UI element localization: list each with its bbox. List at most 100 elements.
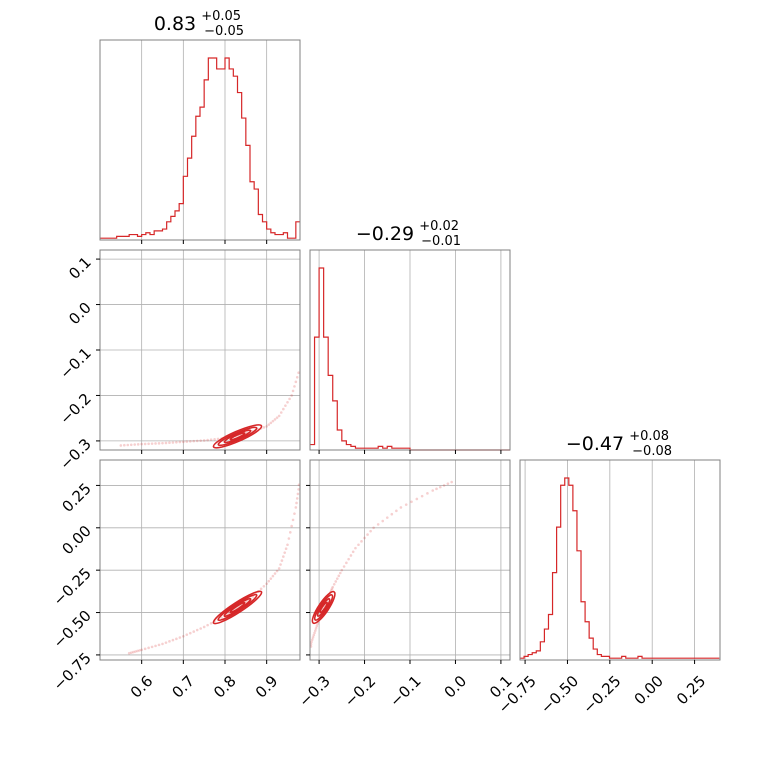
pair-2-1-sample-point xyxy=(395,509,398,513)
pair-2-1-sample-point xyxy=(420,494,424,498)
pair-2-0-sample-point xyxy=(143,647,147,651)
pair-1-0-sample-point xyxy=(279,411,283,414)
pair-2-1-sample-point xyxy=(390,512,394,516)
pair-1-0-sample-point xyxy=(265,425,268,428)
pair-2-1-sample-point xyxy=(315,624,319,628)
pair-2-1-sample-point xyxy=(335,577,339,580)
pair-1-0-sample-point xyxy=(188,440,192,443)
pair-1-0-sample-point xyxy=(267,423,271,426)
pair-2-0-sample-point xyxy=(175,637,178,641)
pair-2-1-sample-point xyxy=(332,582,336,586)
pair-2-0-sample-point xyxy=(290,524,293,528)
pair-2-0-grid xyxy=(100,460,300,660)
pair-2-0-sample-point xyxy=(280,559,284,562)
pair-1-0-sample-point xyxy=(269,421,273,425)
pair-2-0-sample-point xyxy=(161,642,164,646)
pair-panel-2-1: −0.3 −0.2 −0.1 0.0 0.1 xyxy=(295,459,516,711)
diag-0-title-value: 0.83 xyxy=(154,13,196,35)
pair-2-1-xtick-label: −0.2 xyxy=(341,672,379,710)
pair-2-0-sample-point xyxy=(168,640,171,643)
pair-2-0-contour-1 xyxy=(217,593,258,622)
pair-1-0-sample-point xyxy=(271,419,275,423)
pair-1-0-sample-point xyxy=(147,442,150,446)
pair-2-1-contour-1 xyxy=(313,594,334,621)
pair-1-0-sample-point xyxy=(275,416,279,419)
pair-1-0-sample-point xyxy=(192,439,196,443)
pair-2-1-sample-point xyxy=(446,482,450,486)
pair-2-0-sample-point xyxy=(134,650,137,653)
pair-2-1-sample-point xyxy=(347,557,350,561)
pair-1-0-sample-point xyxy=(136,443,140,446)
pair-1-0-sample-point xyxy=(129,443,133,447)
diag-1-title-plus: +0.02 xyxy=(419,219,459,234)
pair-2-0-sample-point xyxy=(275,569,279,573)
pair-2-0-sample-point xyxy=(206,623,209,627)
pair-2-0-sample-point xyxy=(282,555,285,558)
pair-1-0-samples xyxy=(119,371,300,449)
pair-2-0-sample-point xyxy=(220,616,223,620)
pair-1-0-sample-point xyxy=(284,404,287,407)
pair-2-0-sample-point xyxy=(127,651,131,655)
pair-2-1-sample-point xyxy=(399,506,403,509)
pair-2-1-sample-point xyxy=(385,516,389,519)
pair-1-0-ytick-label: 0.1 xyxy=(65,253,95,283)
diag-1-ticks xyxy=(318,450,502,454)
diag-2-xtick-label: 0.00 xyxy=(631,672,667,708)
pair-2-1-sample-point xyxy=(369,529,372,533)
diag-0-frame xyxy=(99,39,301,241)
pair-1-0-sample-point xyxy=(277,414,281,418)
pair-2-1-sample-point xyxy=(351,550,355,554)
diag-2-grid xyxy=(524,460,695,660)
pair-2-1-sample-point xyxy=(310,638,314,641)
pair-2-0-xtick-label: 0.7 xyxy=(168,672,198,702)
pair-2-0-contour-0 xyxy=(212,590,263,625)
diag-2-xtick-label: −0.50 xyxy=(537,672,582,717)
pair-1-0-contour-1 xyxy=(217,426,258,447)
pair-2-0-sample-point xyxy=(195,628,199,632)
pair-2-0-sample-point xyxy=(209,621,213,625)
pair-2-1-sample-point xyxy=(345,561,348,565)
diag-2-title-value: −0.47 xyxy=(566,433,624,455)
pair-2-0-sample-point xyxy=(147,646,150,650)
pair-2-1-sample-point xyxy=(435,487,438,491)
pair-2-0-sample-point xyxy=(171,638,175,642)
pair-2-0-xtick-label: 0.8 xyxy=(210,672,240,702)
pair-1-0-contour-3 xyxy=(229,432,246,441)
pair-2-0-sample-point xyxy=(284,547,288,551)
pair-1-0-sample-point xyxy=(282,407,285,411)
pair-2-1-sample-point xyxy=(357,543,360,547)
pair-2-1-sample-point xyxy=(415,497,419,501)
pair-2-0-sample-point xyxy=(199,627,202,630)
diag-2-xtick-label: 0.25 xyxy=(673,672,709,708)
pair-1-0-sample-point xyxy=(202,439,206,442)
pair-2-1-sample-point xyxy=(334,580,338,583)
pair-2-0-sample-point xyxy=(136,649,139,653)
pair-2-1-sample-point xyxy=(381,519,385,523)
pair-2-0-sample-point xyxy=(164,641,168,644)
diag-1-title: −0.29 +0.02 −0.01 xyxy=(356,215,464,249)
pair-2-1-samples xyxy=(309,480,453,648)
pair-2-0-sample-point xyxy=(277,567,281,570)
pair-1-0-sample-point xyxy=(175,440,178,444)
pair-2-0-sample-point xyxy=(132,650,135,654)
pair-1-0-contour-0 xyxy=(212,424,263,449)
pair-2-0-sample-point xyxy=(265,582,268,586)
pair-1-0-sample-point xyxy=(213,438,216,441)
pair-2-1-xtick-label: −0.3 xyxy=(295,672,333,710)
diag-1-title-value: −0.29 xyxy=(356,223,414,245)
pair-2-1-sample-point xyxy=(366,533,369,536)
pair-2-0-sample-point xyxy=(271,574,275,578)
pair-2-1-sample-point xyxy=(354,546,357,550)
pair-1-0-contour-2 xyxy=(223,429,252,444)
diag-0-grid xyxy=(141,40,268,240)
pair-1-0-ytick-label: −0.2 xyxy=(56,390,94,428)
pair-1-0-grid xyxy=(100,250,300,450)
pair-2-1-contour-3 xyxy=(319,601,328,614)
diag-0-title: 0.83 +0.05 −0.05 xyxy=(154,5,246,39)
pair-2-1-sample-point xyxy=(404,503,408,506)
pair-2-0-sample-point xyxy=(192,630,196,633)
pair-2-1-sample-point xyxy=(340,568,344,572)
pair-2-1-sample-point xyxy=(314,629,317,632)
pair-1-0-sample-point xyxy=(119,444,123,447)
